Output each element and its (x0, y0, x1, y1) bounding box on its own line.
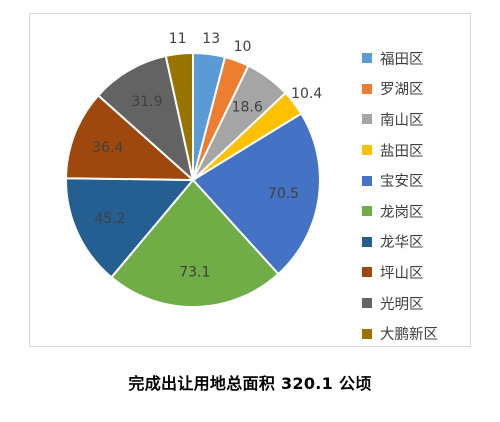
data-labels: 13 10 18.6 10.4 70.5 73.1 45.2 36.4 31.9 11 (92, 31, 322, 281)
legend-swatch (362, 83, 372, 94)
pie-slice-7 (65, 177, 196, 279)
legend-swatch (362, 114, 372, 125)
legend-item-5: 宝安区 (362, 165, 438, 196)
legend-swatch (362, 53, 372, 64)
legend-label: 罗湖区 (380, 82, 424, 99)
legend-item-10: 大鹏新区 (362, 318, 438, 349)
data-label-3: 18.6 (232, 99, 263, 115)
legend-label: 福田区 (380, 51, 424, 68)
legend-item-8: 坪山区 (362, 257, 438, 288)
legend-item-2: 罗湖区 (362, 74, 438, 105)
legend-label: 大鹏新区 (380, 327, 438, 344)
data-label-5: 70.5 (268, 186, 299, 202)
data-label-2: 10 (234, 39, 252, 55)
data-label-6: 73.1 (179, 264, 210, 280)
legend-item-6: 龙岗区 (362, 196, 438, 227)
data-label-4: 10.4 (291, 86, 322, 102)
pie-slice-6 (109, 178, 280, 308)
legend-item-7: 龙华区 (362, 227, 438, 258)
data-label-10: 11 (169, 31, 187, 47)
legend-item-3: 南山区 (362, 104, 438, 135)
legend-swatch (362, 267, 372, 278)
legend-label: 龙华区 (380, 235, 424, 252)
pie-slice-9 (96, 54, 195, 183)
legend-label: 坪山区 (380, 265, 424, 282)
legend-swatch (362, 328, 372, 339)
data-label-9: 31.9 (131, 94, 162, 110)
pie-slices (64, 51, 321, 308)
legend-item-1: 福田区 (362, 43, 438, 74)
pie-slice-5 (191, 112, 321, 276)
legend-item-9: 光明区 (362, 288, 438, 319)
pie-slice-10 (164, 51, 194, 181)
legend-label: 南山区 (380, 112, 424, 129)
legend-swatch (362, 298, 372, 309)
chart-caption: 完成出让用地总面积 320.1 公顷 (128, 374, 372, 393)
legend-label: 盐田区 (380, 143, 424, 160)
legend-label: 宝安区 (380, 174, 424, 191)
legend-label: 龙岗区 (380, 204, 424, 221)
legend-swatch (362, 175, 372, 186)
data-label-7: 45.2 (94, 211, 125, 227)
legend-swatch (362, 206, 372, 217)
data-label-8: 36.4 (92, 140, 123, 156)
legend-swatch (362, 236, 372, 247)
chart-legend: 福田区罗湖区南山区盐田区宝安区龙岗区龙华区坪山区光明区大鹏新区 (362, 43, 438, 349)
legend-label: 光明区 (380, 296, 424, 313)
legend-swatch (362, 145, 372, 156)
pie-slice-8 (64, 94, 196, 182)
data-label-1: 13 (202, 31, 220, 47)
legend-item-4: 盐田区 (362, 135, 438, 166)
